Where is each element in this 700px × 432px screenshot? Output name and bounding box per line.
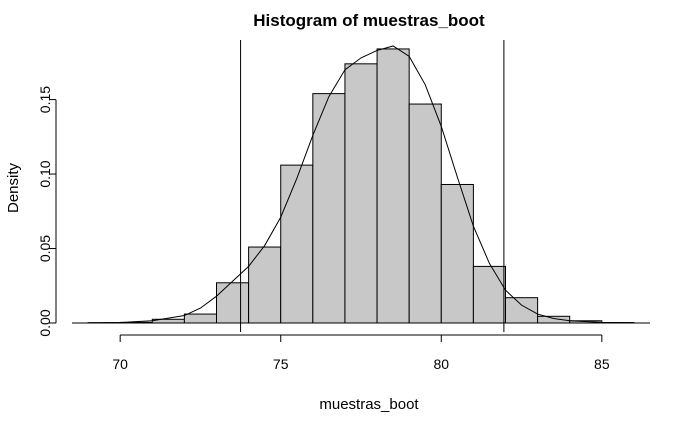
y-tick-label: 0.05 — [37, 235, 53, 262]
histogram-bar-13 — [505, 297, 539, 324]
reference-lines — [240, 40, 505, 332]
histogram-bar-9 — [376, 48, 410, 324]
histogram-bar-4 — [216, 282, 250, 324]
x-axis-label: muestras_boot — [319, 396, 419, 413]
histogram-bars — [87, 48, 635, 324]
x-tick-label: 70 — [112, 356, 128, 372]
x-tick-label: 80 — [433, 356, 449, 372]
histogram-bar-8 — [344, 63, 378, 324]
histogram-bar-3 — [183, 313, 217, 324]
y-tick-label: 0.15 — [37, 86, 53, 113]
histogram-bar-12 — [472, 265, 507, 324]
y-axis: 0.00 0.05 0.10 0.15 — [37, 86, 57, 337]
chart-title: Histogram of muestras_boot — [253, 11, 485, 30]
x-tick-label: 85 — [594, 356, 610, 372]
density-curve-layer — [88, 45, 634, 324]
histogram-bar-5 — [248, 246, 282, 324]
x-tick-label: 75 — [273, 356, 289, 372]
x-axis: 70 75 80 85 — [112, 334, 610, 372]
y-axis-label: Density — [5, 162, 22, 213]
histogram-bar-6 — [280, 164, 314, 324]
histogram-bar-10 — [408, 103, 442, 324]
y-tick-label: 0.00 — [37, 309, 53, 336]
histogram-bar-11 — [440, 183, 474, 324]
y-tick-label: 0.10 — [37, 160, 53, 187]
histogram-bar-7 — [312, 93, 346, 324]
density-curve — [88, 45, 634, 324]
